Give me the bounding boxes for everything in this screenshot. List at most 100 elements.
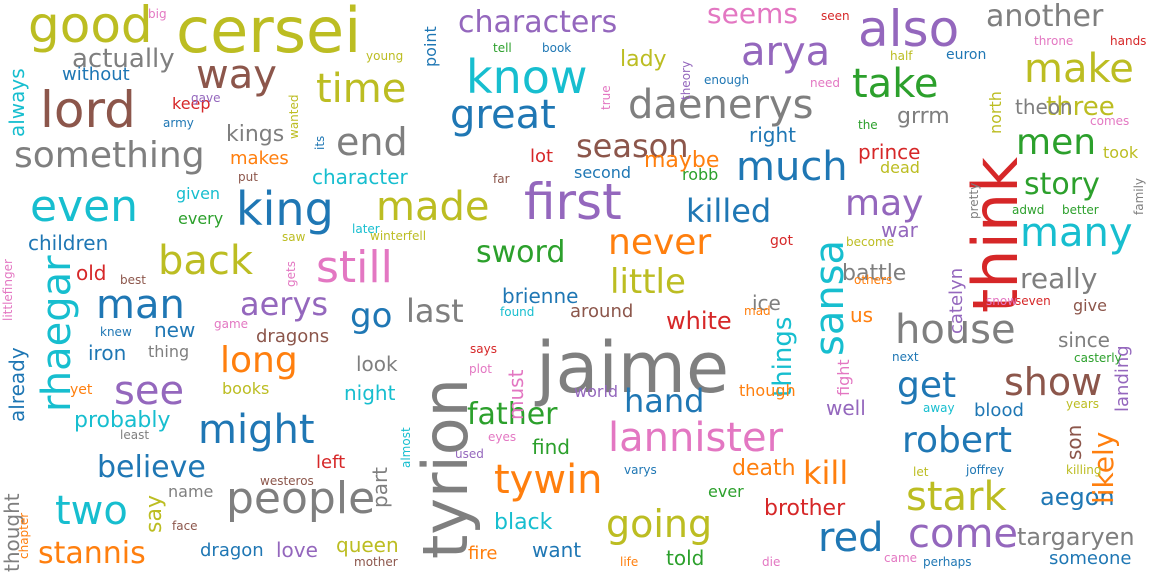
word-us: us [850, 303, 874, 327]
word-enough: enough [704, 73, 750, 87]
word-lord: lord [40, 81, 136, 139]
word-give: give [1073, 296, 1107, 315]
word-found: found [500, 305, 535, 319]
word-saw: saw [282, 230, 306, 244]
word-eyes: eyes [488, 430, 517, 444]
word-grrm: grrm [897, 104, 950, 129]
word-know: know [466, 50, 588, 104]
word-littlefinger: littlefinger [1, 259, 15, 322]
word-dragon: dragon [200, 540, 264, 561]
word-great: great [450, 92, 556, 138]
word-made: made [376, 184, 490, 230]
word-true: true [599, 85, 613, 110]
word-part: part [368, 466, 392, 508]
word-people: people [226, 473, 376, 524]
word-look: look [356, 352, 398, 376]
word-others: others [854, 273, 893, 287]
word-brother: brother [764, 496, 846, 521]
word-aerys: aerys [240, 285, 329, 323]
word-fire: fire [468, 543, 498, 564]
word-took: took [1103, 143, 1139, 162]
word-kings: kings [226, 122, 285, 147]
word-euron: euron [946, 47, 987, 63]
word-robb: robb [682, 165, 719, 184]
word-never: never [608, 222, 712, 263]
word-seven: seven [1015, 294, 1051, 308]
word-end: end [336, 120, 408, 164]
word-adwd: adwd [1012, 203, 1045, 217]
word-hands: hands [1110, 34, 1147, 48]
word-thing: thing [148, 342, 190, 361]
word-later: later [352, 222, 380, 236]
word-children: children [28, 231, 109, 255]
word-gave: gave [191, 91, 221, 105]
word-first: first [524, 173, 622, 231]
word-its: its [313, 136, 327, 151]
word-also: also [858, 0, 960, 58]
word-right: right [749, 123, 796, 147]
word-book: book [542, 41, 572, 55]
word-pretty: pretty [967, 182, 981, 219]
word-love: love [276, 538, 318, 562]
word-better: better [1062, 203, 1099, 217]
word-last: last [406, 292, 464, 330]
word-red: red [818, 515, 884, 561]
word-two: two [55, 488, 128, 534]
word-character: character [312, 165, 408, 189]
word-arya: arya [741, 29, 831, 75]
word-army: army [163, 116, 194, 130]
word-half: half [890, 49, 913, 63]
word-young: young [366, 49, 404, 63]
word-three: three [1046, 92, 1115, 122]
word-something: something [14, 135, 205, 176]
word-believe: believe [97, 450, 206, 485]
word-sword: sword [476, 235, 566, 270]
word-casterly: casterly [1074, 351, 1122, 365]
word-actually: actually [72, 44, 175, 74]
word-though: though [739, 381, 796, 400]
word-dragons: dragons [256, 326, 330, 347]
word-season: season [576, 127, 689, 165]
word-joffrey: joffrey [966, 463, 1005, 477]
word-since: since [1058, 328, 1110, 352]
word-tywin: tywin [494, 457, 603, 503]
word-might: might [198, 407, 315, 453]
word-theory: theory [679, 60, 693, 100]
word-face: face [172, 519, 198, 533]
word-good: good [28, 0, 153, 54]
word-put: put [238, 170, 258, 184]
word-prince: prince [858, 140, 921, 164]
word-game: game [214, 317, 249, 331]
word-given: given [176, 184, 221, 203]
word-war: war [881, 218, 918, 242]
word-come: come [908, 511, 1019, 557]
word-comes: comes [1090, 114, 1130, 128]
word-seems: seems [707, 0, 798, 30]
word-brienne: brienne [502, 284, 579, 308]
word-used: used [455, 447, 484, 461]
word-almost: almost [399, 426, 413, 468]
word-say: say [142, 494, 167, 533]
word-death: death [732, 456, 796, 481]
word-varys: varys [624, 463, 657, 477]
word-go: go [350, 296, 393, 336]
word-ice: ice [752, 291, 781, 315]
word-really: really [1020, 262, 1098, 295]
word-without: without [62, 64, 130, 85]
word-killing: killing [1066, 463, 1102, 477]
word-still: still [316, 242, 393, 293]
word-daenerys: daenerys [628, 82, 814, 128]
word-maybe: maybe [644, 148, 720, 173]
word-old: old [76, 261, 107, 285]
word-point: point [421, 25, 440, 67]
word-got: got [770, 233, 793, 249]
word-keep: keep [172, 94, 211, 113]
word-cersei: cersei [176, 0, 362, 67]
word-iron: iron [88, 341, 127, 365]
word-second: second [574, 163, 632, 182]
word-get: get [897, 365, 957, 406]
word-away: away [923, 401, 955, 415]
word-become: become [846, 235, 895, 249]
word-many: many [1020, 210, 1133, 256]
